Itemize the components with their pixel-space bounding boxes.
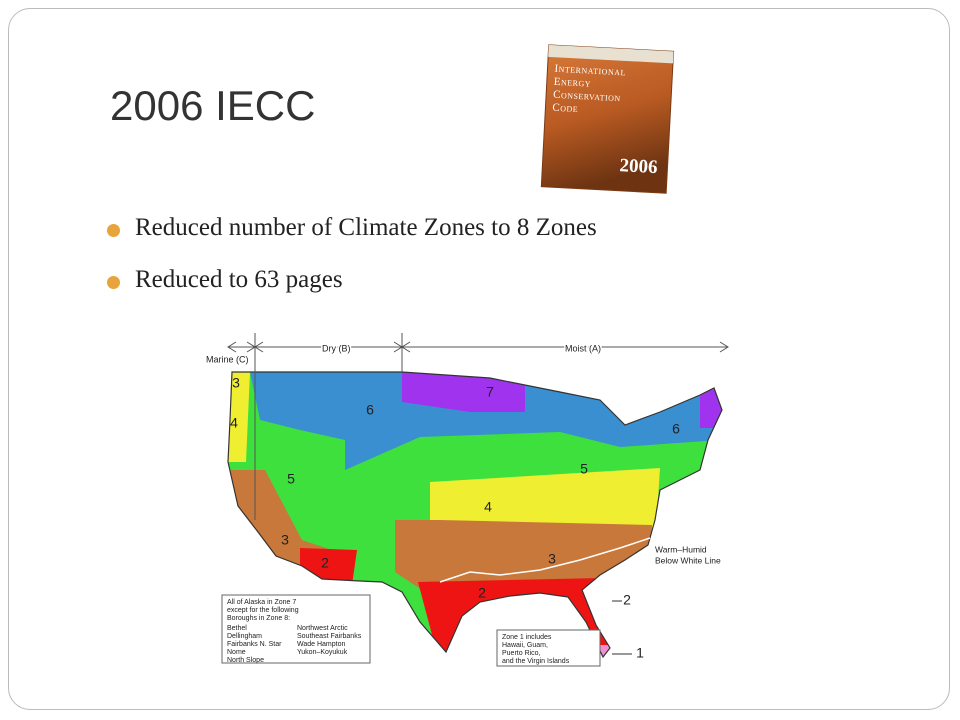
alaska-borough: Dellingham: [227, 633, 262, 640]
alaska-borough: North Slope: [227, 657, 264, 664]
slide-title: 2006 IECC: [110, 82, 316, 129]
zone-label: 7: [486, 384, 494, 400]
book-title-line: Energy: [554, 76, 592, 90]
book-year: 2006: [619, 155, 658, 178]
zone-4-area: [430, 468, 660, 536]
alaska-borough: Bethel: [227, 625, 247, 632]
alaska-note-line: All of Alaska in Zone 7: [227, 599, 296, 606]
zone1-note-line: Puerto Rico,: [502, 650, 541, 657]
alaska-borough: Northwest Arctic: [297, 625, 348, 632]
zone1-note-line: and the Virgin Islands: [502, 658, 570, 665]
moisture-label: Marine (C): [206, 354, 249, 364]
zone-label: 4: [230, 415, 238, 431]
warm-humid-note: Warm–Humid: [655, 544, 707, 554]
zone-label: 6: [672, 421, 680, 437]
moisture-label: Dry (B): [322, 343, 351, 353]
book-title-line: International: [554, 63, 626, 79]
zone-label: 5: [287, 471, 295, 487]
warm-humid-note: Below White Line: [655, 555, 721, 565]
bullet-text: Reduced number of Climate Zones to 8 Zon…: [135, 214, 597, 241]
zone-label: 2: [478, 585, 486, 601]
warm-humid-line: [439, 537, 651, 583]
moisture-label: Moist (A): [565, 343, 601, 353]
book-title-line: Conservation: [553, 89, 621, 105]
zone-label: 2: [623, 592, 631, 608]
zone-label: 6: [366, 402, 374, 418]
alaska-note-box: [221, 594, 371, 664]
book-title-line: Code: [552, 102, 578, 115]
bullet-dot: [107, 276, 120, 289]
slide-frame: [8, 8, 950, 710]
zone-7-area: [402, 372, 525, 412]
alaska-borough: Fairbanks N. Star: [227, 641, 282, 648]
alaska-borough: Yukon–Koyukuk: [297, 649, 348, 656]
zone-label: 3: [232, 375, 240, 391]
alaska-note-line: Boroughs in Zone 8:: [227, 615, 290, 622]
zone1-note-line: Hawaii, Guam,: [502, 642, 548, 649]
bullet-dot: [107, 224, 120, 237]
zone-label: 3: [281, 532, 289, 548]
alaska-borough: Southeast Fairbanks: [297, 633, 362, 640]
zone-label: 4: [484, 499, 492, 515]
zone-7-area: [700, 390, 722, 428]
map-outline: [227, 371, 723, 659]
alaska-note-line: except for the following: [227, 607, 299, 614]
alaska-borough: Nome: [227, 649, 246, 656]
zone-label: 2: [321, 555, 329, 571]
bullet-text: Reduced to 63 pages: [135, 266, 343, 293]
zone-label: 3: [548, 551, 556, 567]
zone-label: 5: [580, 461, 588, 477]
alaska-borough: Wade Hampton: [297, 641, 345, 648]
zone1-note-line: Zone 1 includes: [502, 634, 552, 641]
zone1-note-box: [496, 629, 601, 667]
zone-label: 1: [636, 645, 644, 661]
moisture-dividers: [227, 333, 729, 520]
